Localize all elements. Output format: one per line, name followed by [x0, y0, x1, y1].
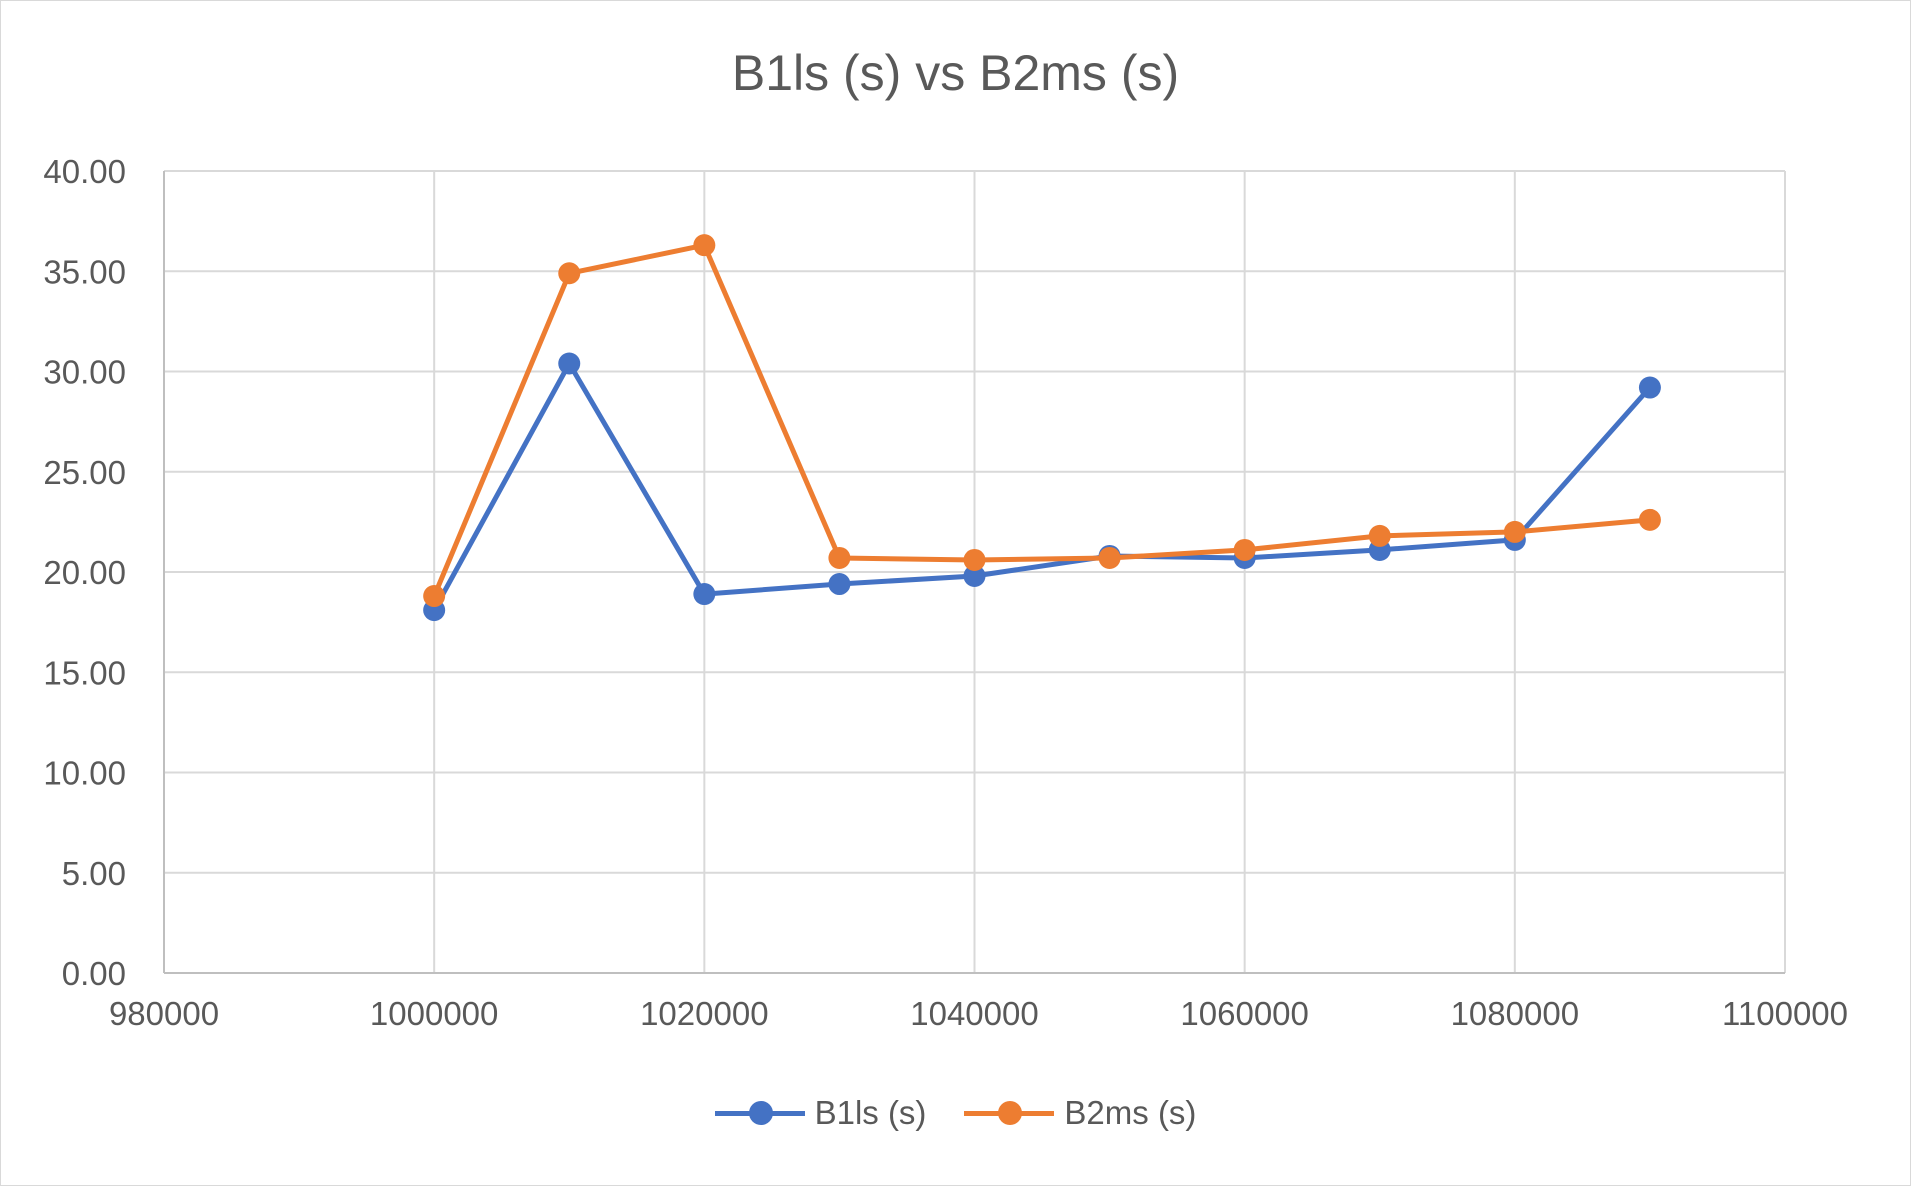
y-tick-label: 40.00 — [43, 153, 126, 190]
y-tick-label: 0.00 — [62, 955, 126, 992]
series-layer — [423, 234, 1661, 622]
data-point-series-1 — [828, 573, 851, 596]
data-point-series-2 — [423, 585, 446, 608]
axes — [163, 171, 1785, 974]
legend-label-b1ls: B1ls (s) — [814, 1094, 927, 1131]
legend-swatch-b2ms — [964, 1101, 1055, 1125]
legend-item-b1ls: B1ls (s) — [714, 1094, 927, 1132]
tick-labels: 0.00 5.00 10.00 15.00 20.00 25.00 30.00 35.00 40… — [43, 153, 1848, 1032]
data-point-series-2 — [828, 546, 851, 569]
data-point-series-2 — [963, 548, 986, 571]
data-point-series-2 — [1233, 538, 1256, 561]
x-tick-label: 1060000 — [1180, 995, 1308, 1032]
data-point-series-1 — [693, 583, 716, 606]
y-tick-label: 10.00 — [43, 755, 126, 792]
y-tick-label: 35.00 — [43, 253, 126, 290]
data-point-series-2 — [1098, 546, 1121, 569]
data-point-series-1 — [1638, 376, 1661, 399]
legend: B1ls (s) B2ms (s) — [0, 1094, 1911, 1132]
x-tick-label: 1000000 — [370, 995, 498, 1032]
data-point-series-2 — [693, 234, 716, 257]
legend-item-b2ms: B2ms (s) — [964, 1094, 1196, 1132]
x-tick-label: 1100000 — [1722, 995, 1848, 1032]
chart-title: B1ls (s) vs B2ms (s) — [731, 45, 1180, 101]
data-point-series-2 — [1503, 520, 1526, 543]
y-tick-label: 15.00 — [43, 654, 126, 691]
x-tick-label: 1040000 — [910, 995, 1038, 1032]
data-point-series-2 — [558, 262, 581, 285]
series-line-2 — [431, 242, 1651, 598]
x-tick-label: 980000 — [109, 995, 219, 1032]
y-tick-label: 25.00 — [43, 454, 126, 491]
data-point-series-2 — [1368, 524, 1391, 547]
x-tick-label: 1020000 — [640, 995, 768, 1032]
data-point-series-1 — [558, 352, 581, 375]
legend-swatch-b1ls — [714, 1101, 805, 1125]
y-tick-label: 20.00 — [43, 554, 126, 591]
data-point-series-1 — [963, 565, 986, 588]
y-tick-label: 5.00 — [62, 855, 126, 892]
x-tick-label: 1080000 — [1451, 995, 1579, 1032]
gridlines — [164, 170, 1786, 973]
series-line-1 — [432, 361, 1652, 612]
data-point-series-2 — [1638, 508, 1661, 531]
legend-label-b2ms: B2ms (s) — [1064, 1094, 1197, 1131]
y-tick-label: 30.00 — [43, 354, 126, 391]
